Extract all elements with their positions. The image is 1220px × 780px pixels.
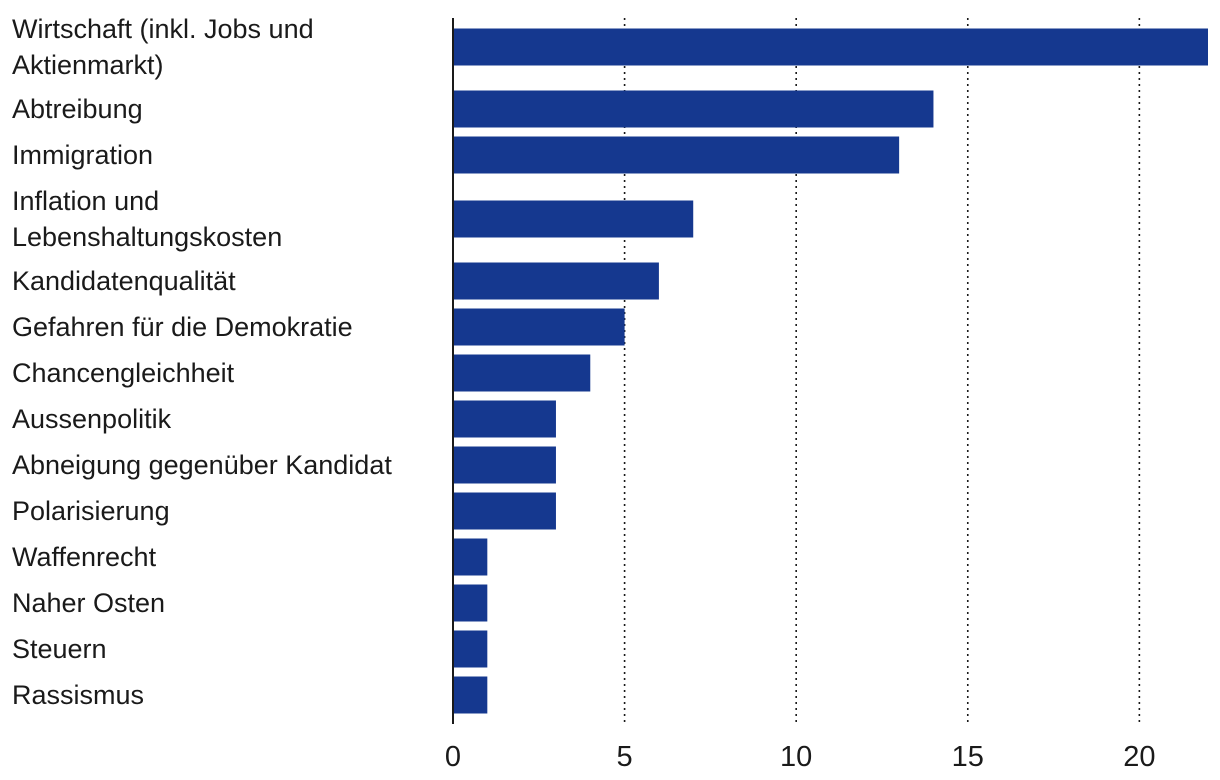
category-label-6: Chancengleichheit <box>12 358 235 388</box>
x-tick-label-15: 15 <box>952 741 984 773</box>
bar-10 <box>453 538 488 576</box>
bar-7 <box>453 400 556 438</box>
bar-8 <box>453 446 556 484</box>
category-label-8: Abneigung gegenüber Kandidat <box>12 450 392 480</box>
x-tick-label-10: 10 <box>780 741 812 773</box>
x-tick-label-20: 20 <box>1123 741 1155 773</box>
bars <box>453 28 1208 714</box>
bar-2 <box>453 136 900 174</box>
category-label-7: Aussenpolitik <box>12 404 172 434</box>
category-labels: Wirtschaft (inkl. Jobs und Aktienmarkt) Ab… <box>12 14 392 710</box>
category-label-9: Polarisierung <box>12 496 170 526</box>
bar-12 <box>453 630 488 668</box>
bar-6 <box>453 354 591 392</box>
category-label-12: Steuern <box>12 634 107 664</box>
category-label-0-line-0: Wirtschaft (inkl. Jobs und <box>12 14 314 44</box>
category-label-3-line-1: Lebenshaltungskosten <box>12 222 282 252</box>
category-label-3-line-0: Inflation und <box>12 186 159 216</box>
category-label-4: Kandidatenqualität <box>12 266 236 296</box>
gridlines <box>623 18 1141 724</box>
category-label-5: Gefahren für die Demokratie <box>12 312 353 342</box>
bar-11 <box>453 584 488 622</box>
bar-13 <box>453 676 488 714</box>
bar-0 <box>453 28 1208 66</box>
bar-9 <box>453 492 556 530</box>
x-tick-labels: 0 5 10 15 20 <box>445 741 1156 773</box>
category-label-10: Waffenrecht <box>12 542 157 572</box>
category-label-11: Naher Osten <box>12 588 165 618</box>
bar-4 <box>453 262 659 300</box>
category-label-0-line-1: Aktienmarkt) <box>12 50 164 80</box>
bar-3 <box>453 200 694 238</box>
category-label-13: Rassismus <box>12 680 144 710</box>
x-tick-label-0: 0 <box>445 741 461 773</box>
bar-5 <box>453 308 625 346</box>
category-label-1: Abtreibung <box>12 94 143 124</box>
bar-1 <box>453 90 934 128</box>
x-tick-label-5: 5 <box>617 741 633 773</box>
category-label-2: Immigration <box>12 140 153 170</box>
